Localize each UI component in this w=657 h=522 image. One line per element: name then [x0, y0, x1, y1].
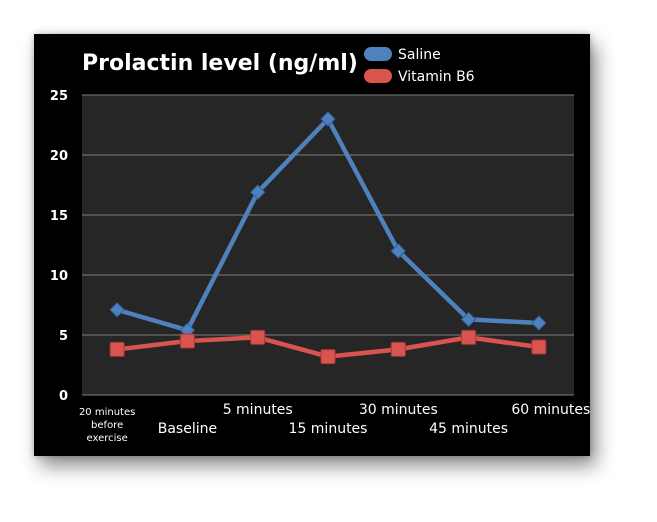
- y-tick-label: 15: [50, 209, 68, 224]
- legend-swatch: [364, 69, 392, 83]
- x-tick-label: Baseline: [158, 421, 217, 437]
- data-point: [531, 339, 547, 355]
- data-point: [109, 341, 125, 357]
- legend-label: Saline: [398, 47, 441, 63]
- data-point: [250, 184, 266, 200]
- data-point: [531, 315, 547, 331]
- y-tick-label: 20: [50, 149, 68, 164]
- x-tick-label: 15 minutes: [289, 421, 368, 437]
- legend: Saline Vitamin B6: [364, 47, 475, 85]
- x-tick-label: 5 minutes: [223, 402, 293, 418]
- data-point: [250, 329, 266, 345]
- legend-swatch: [364, 47, 392, 61]
- x-tick-label: 60 minutes: [511, 402, 590, 418]
- chart-title: Prolactin level (ng/ml): [82, 51, 358, 76]
- y-tick-label: 0: [59, 389, 68, 404]
- data-point: [320, 111, 336, 127]
- y-tick-label: 5: [59, 329, 68, 344]
- data-point: [320, 349, 336, 365]
- data-point: [390, 341, 406, 357]
- data-point: [461, 329, 477, 345]
- chart-frame: Prolactin level (ng/ml) Saline Vitamin B6…: [34, 34, 590, 456]
- line-chart: Prolactin level (ng/ml) Saline Vitamin B6…: [34, 34, 590, 456]
- data-point: [179, 333, 195, 349]
- legend-label: Vitamin B6: [398, 69, 475, 85]
- plot-area: 0 5 10 15 20 25 20 minutes before exercise Baseli…: [50, 89, 590, 444]
- data-point: [460, 311, 477, 328]
- x-tick-label: 20 minutes before exercise: [79, 407, 135, 444]
- data-point: [390, 243, 406, 259]
- x-tick-label: 45 minutes: [429, 421, 508, 437]
- data-point: [109, 302, 125, 318]
- y-tick-label: 25: [50, 89, 68, 104]
- y-tick-label: 10: [50, 269, 68, 284]
- x-tick-label: 30 minutes: [359, 402, 438, 418]
